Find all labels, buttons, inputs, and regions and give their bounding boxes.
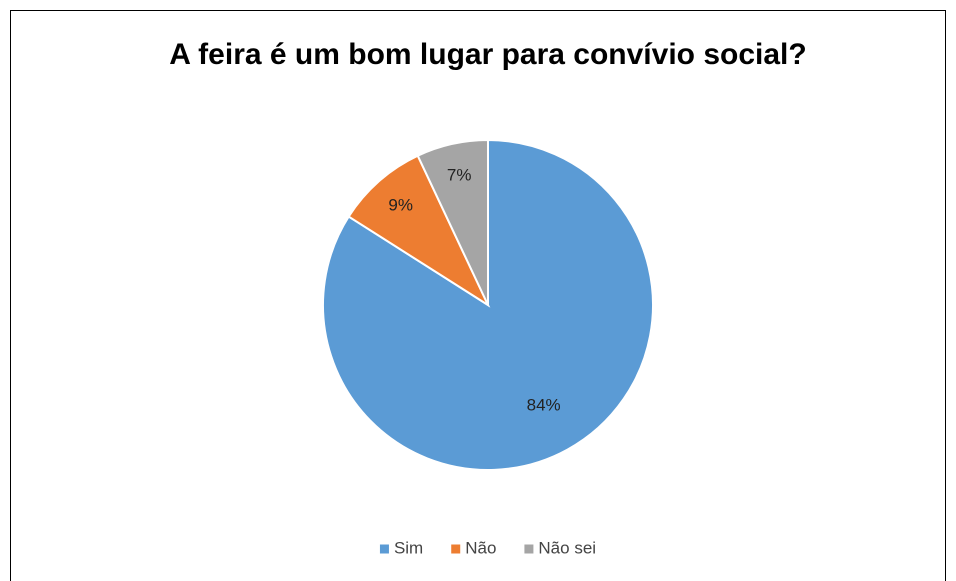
legend-label: Não sei xyxy=(538,538,596,557)
pie-slice xyxy=(416,138,489,306)
chart-title: A feira é um bom lugar para convívio soc… xyxy=(169,38,806,71)
legend-marker xyxy=(524,544,534,554)
pie-slice xyxy=(347,154,491,308)
legend-marker xyxy=(379,544,389,554)
legend-label: Sim xyxy=(394,538,423,557)
legend-marker xyxy=(451,544,461,554)
data-label: 84% xyxy=(527,396,561,415)
legend-label: Não xyxy=(465,538,496,557)
data-label: 9% xyxy=(388,195,413,214)
data-label: 7% xyxy=(447,166,472,185)
